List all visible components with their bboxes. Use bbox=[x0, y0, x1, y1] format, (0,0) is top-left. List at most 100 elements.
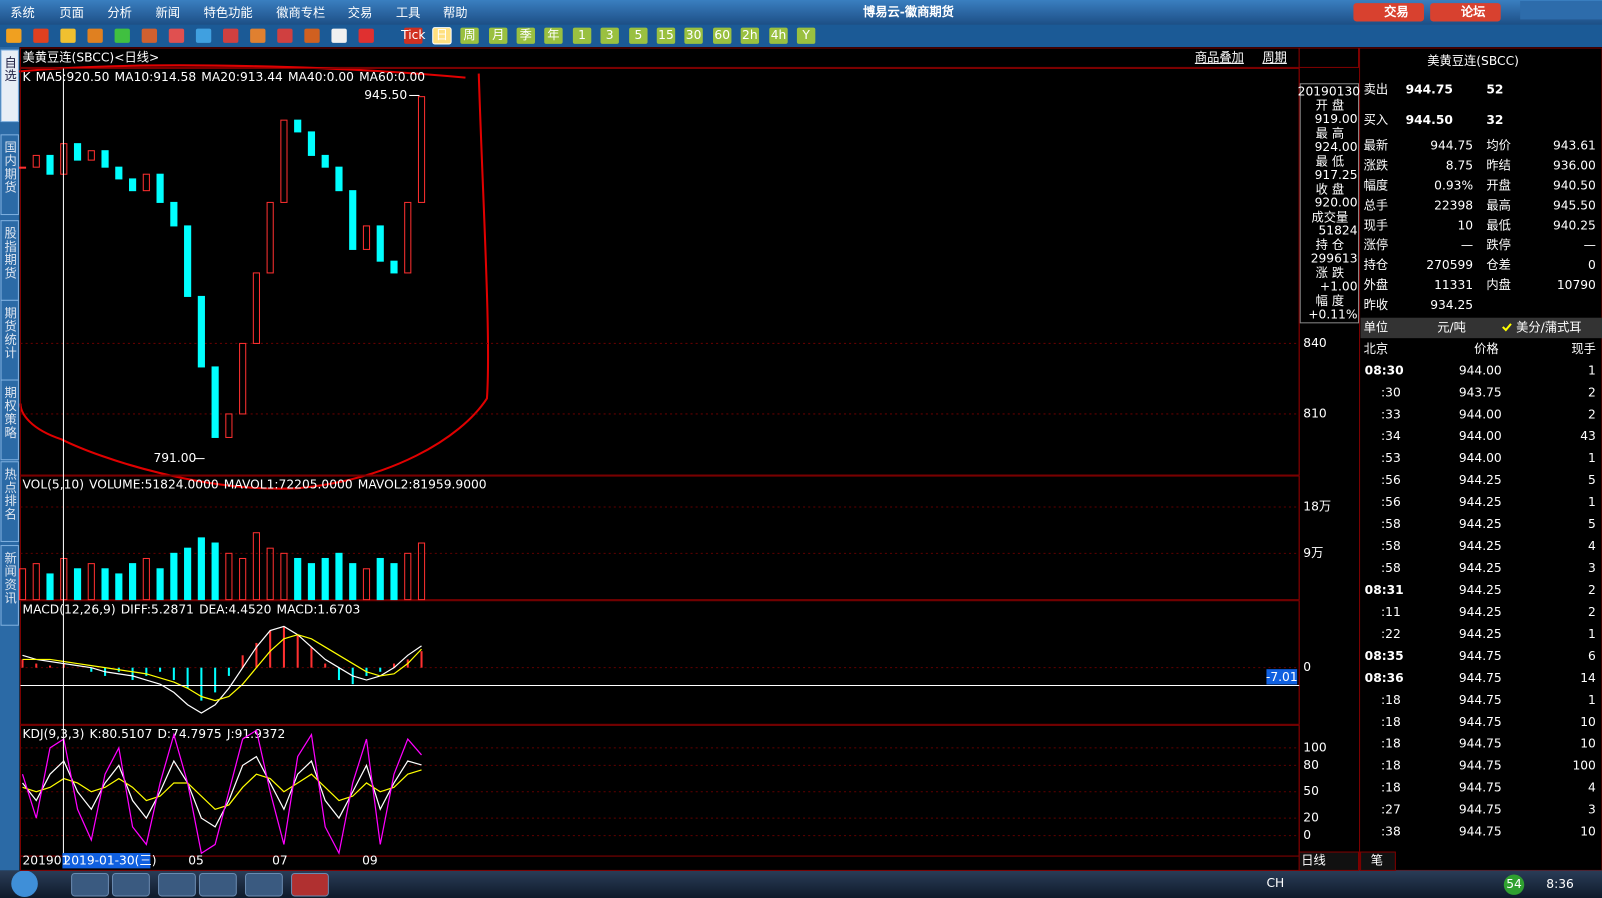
menu-item[interactable]: 新闻 bbox=[155, 5, 180, 20]
tool-button[interactable] bbox=[488, 27, 508, 44]
period-tab-label[interactable]: 日线 bbox=[1301, 854, 1326, 868]
side-tab-label[interactable]: 国内期货 bbox=[3, 141, 17, 194]
bar-info-label: 涨 跌 bbox=[1316, 265, 1344, 280]
tool-button[interactable] bbox=[432, 27, 452, 45]
tool-button[interactable] bbox=[656, 27, 676, 44]
menu-item[interactable]: 页面 bbox=[59, 6, 84, 20]
tool-icon[interactable] bbox=[195, 28, 212, 43]
menu-item[interactable]: 交易 bbox=[348, 5, 373, 20]
side-tab-label[interactable]: 股指期货 bbox=[3, 227, 17, 280]
tool-icon[interactable] bbox=[114, 28, 130, 43]
tool-button-label[interactable]: 2h bbox=[742, 28, 758, 42]
tool-button[interactable] bbox=[740, 27, 760, 44]
tool-icon[interactable] bbox=[6, 28, 22, 43]
tool-icon[interactable] bbox=[277, 28, 293, 43]
trade-price: 944.00 bbox=[1459, 429, 1502, 443]
menu-item[interactable]: 系统 bbox=[10, 6, 35, 20]
task-app[interactable] bbox=[198, 872, 237, 897]
menu-bar bbox=[0, 0, 1602, 25]
unit-alt[interactable]: 美分/蒲式耳 bbox=[1516, 320, 1581, 334]
tool-icon[interactable] bbox=[60, 28, 76, 43]
tool-button[interactable] bbox=[769, 27, 788, 44]
tool-icon[interactable] bbox=[304, 28, 320, 43]
side-tab-label[interactable]: 期货统计 bbox=[3, 306, 17, 359]
tool-button[interactable] bbox=[404, 27, 423, 44]
tool-button[interactable] bbox=[796, 27, 816, 44]
macd-bar bbox=[337, 667, 340, 681]
forum-button[interactable] bbox=[1430, 3, 1501, 22]
header-link[interactable]: 周期 bbox=[1262, 51, 1287, 65]
trade-button[interactable] bbox=[1353, 3, 1424, 22]
trade-price: 944.75 bbox=[1459, 803, 1502, 817]
tool-icon[interactable] bbox=[168, 28, 185, 43]
tool-icon[interactable] bbox=[87, 28, 103, 43]
tool-button-label[interactable]: 4h bbox=[771, 28, 787, 42]
quote-label: 最低 bbox=[1486, 218, 1511, 232]
period-tab[interactable] bbox=[1298, 851, 1360, 871]
side-tab-label[interactable]: 热点排名 bbox=[3, 468, 17, 521]
legend-item: MA60:0.00 bbox=[359, 70, 425, 84]
tool-icon[interactable] bbox=[250, 28, 266, 43]
menu-item[interactable]: 帮助 bbox=[443, 6, 468, 20]
side-tab-label[interactable]: 新闻资讯 bbox=[3, 550, 17, 604]
tool-button[interactable] bbox=[572, 27, 592, 44]
side-tab[interactable] bbox=[0, 461, 19, 542]
start-button[interactable] bbox=[11, 870, 38, 897]
menu-item[interactable]: 徽商专栏 bbox=[276, 5, 325, 20]
forum-button-label[interactable]: 论坛 bbox=[1461, 4, 1486, 19]
tool-button-label[interactable]: 5 bbox=[634, 28, 642, 42]
menu-item[interactable]: 工具 bbox=[396, 6, 421, 20]
window-controls[interactable] bbox=[1520, 1, 1602, 20]
menu-item[interactable]: 特色功能 bbox=[204, 5, 253, 20]
trades-header: 现手 bbox=[1571, 342, 1596, 356]
volume-bar bbox=[73, 568, 82, 601]
tool-button[interactable] bbox=[629, 27, 648, 44]
side-tab[interactable] bbox=[0, 379, 19, 461]
tool-button-label[interactable]: 周 bbox=[463, 28, 475, 42]
task-app[interactable] bbox=[291, 872, 329, 897]
tool-icon[interactable] bbox=[358, 28, 374, 43]
side-tab[interactable] bbox=[0, 49, 19, 123]
tool-button-label[interactable]: 季 bbox=[520, 28, 532, 42]
bar-info-value: 51824 bbox=[1318, 224, 1357, 238]
tool-icon[interactable] bbox=[223, 28, 239, 43]
task-app[interactable] bbox=[245, 872, 283, 897]
header-link[interactable]: 商品叠加 bbox=[1195, 50, 1244, 65]
check-icon[interactable] bbox=[1502, 323, 1512, 332]
tool-button[interactable] bbox=[460, 27, 479, 44]
tool-button[interactable] bbox=[684, 27, 703, 44]
task-app[interactable] bbox=[158, 872, 196, 897]
task-app[interactable] bbox=[71, 872, 109, 897]
tool-button[interactable] bbox=[713, 27, 732, 44]
trade-button-label[interactable]: 交易 bbox=[1384, 4, 1409, 19]
tool-button-label[interactable]: Tick bbox=[400, 28, 426, 42]
quote-title: 美黄豆连(SBCC) bbox=[1427, 53, 1519, 68]
tool-button[interactable] bbox=[544, 27, 563, 44]
side-tab-label[interactable]: 期权策略 bbox=[3, 386, 17, 439]
bar-info-box bbox=[1299, 83, 1360, 324]
tool-button-label[interactable]: 1 bbox=[578, 28, 586, 42]
trades-tab-label[interactable]: 笔 bbox=[1371, 853, 1383, 868]
tool-icon[interactable] bbox=[331, 28, 347, 43]
tool-icon[interactable] bbox=[141, 28, 158, 43]
side-tab[interactable] bbox=[0, 545, 19, 626]
tool-icon[interactable] bbox=[33, 28, 49, 43]
tool-button[interactable] bbox=[600, 27, 619, 44]
side-tab-label[interactable]: 自选 bbox=[3, 56, 17, 83]
tool-button-label[interactable]: 60 bbox=[714, 28, 730, 42]
tool-button-label[interactable]: 3 bbox=[606, 28, 614, 42]
legend-item: J:91.9372 bbox=[226, 727, 285, 741]
task-app[interactable] bbox=[112, 872, 150, 897]
side-tab[interactable] bbox=[0, 134, 19, 216]
tool-button-label[interactable]: 月 bbox=[492, 28, 504, 42]
tool-button[interactable] bbox=[516, 27, 536, 44]
tool-button-label[interactable]: 日 bbox=[436, 28, 448, 42]
menu-item[interactable]: 分析 bbox=[107, 6, 132, 20]
tool-button-label[interactable]: Y bbox=[801, 28, 810, 42]
tool-button-label[interactable]: 年 bbox=[547, 28, 559, 42]
tool-button-label[interactable]: 15 bbox=[658, 28, 674, 42]
trades-tab[interactable] bbox=[1360, 851, 1396, 871]
tool-button-label[interactable]: 30 bbox=[686, 28, 702, 42]
